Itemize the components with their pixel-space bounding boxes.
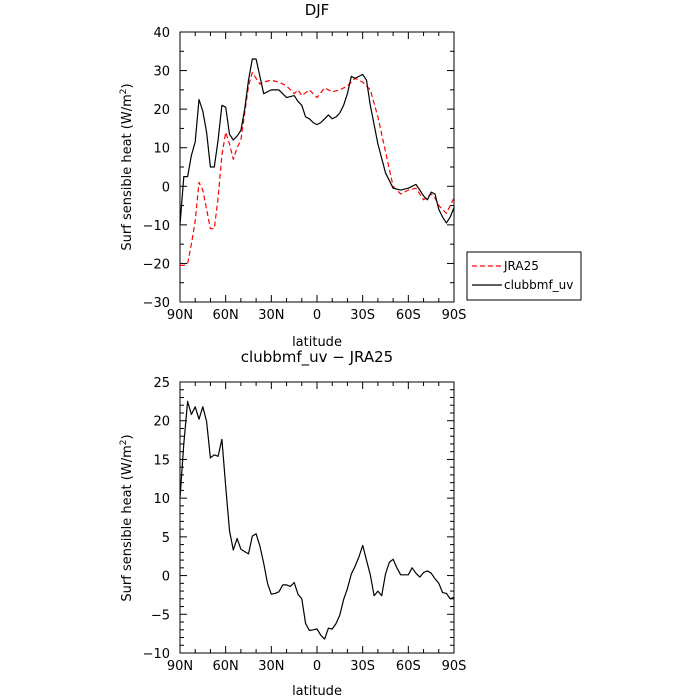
x-tick-label: 60N xyxy=(213,308,239,323)
x-tick-label: 60S xyxy=(396,308,421,323)
y-tick-label: 0 xyxy=(162,180,170,195)
legend-label-jra25: JRA25 xyxy=(503,259,539,273)
chart-difference-x-axis-title: latitude xyxy=(292,684,342,699)
series-line-clubbmf-uv-jra25 xyxy=(179,400,455,640)
chart-djf-x-axis-title: latitude xyxy=(292,335,342,350)
y-tick-label: 15 xyxy=(153,453,170,468)
x-tick-label: 90S xyxy=(442,659,467,674)
chart-djf-legend: JRA25 clubbmf_uv xyxy=(466,251,582,301)
plot-frame xyxy=(179,381,455,654)
y-tick-label: 0 xyxy=(162,570,170,585)
y-tick-label: 40 xyxy=(153,26,170,41)
y-tick-label: −10 xyxy=(143,219,170,234)
y-tick-label: 20 xyxy=(153,103,170,118)
legend-label-clubbmf-uv: clubbmf_uv xyxy=(504,278,573,292)
x-tick-label: 60S xyxy=(396,659,421,674)
chart-djf: DJF 90N 60N 30N 0 30S 60S 90S −30 −20 −10 0 10 20 30 4… xyxy=(119,1,582,350)
chart-djf-title: DJF xyxy=(305,1,330,19)
y-tick-label: 25 xyxy=(153,376,170,391)
x-tick-label: 30S xyxy=(350,308,375,323)
x-tick-label: 0 xyxy=(313,308,321,323)
y-tick-label: −20 xyxy=(143,257,170,272)
chart-difference: clubbmf_uv − JRA25 90N 60N 30N 0 30S 60S 90S −1… xyxy=(119,348,466,699)
y-tick-label: −10 xyxy=(143,647,170,662)
chart-djf-y-axis-title: Surf sensible heat (W/m2) xyxy=(119,83,135,250)
y-tick-label: 10 xyxy=(153,142,170,157)
series-line-jra25 xyxy=(180,71,455,266)
y-tick-label: −5 xyxy=(151,608,170,623)
x-tick-label: 90S xyxy=(442,308,467,323)
y-tick-label: 5 xyxy=(162,531,170,546)
x-tick-label: 30N xyxy=(258,659,284,674)
legend-box xyxy=(466,251,582,301)
chart-djf-plot-area: 90N 60N 30N 0 30S 60S 90S −30 −20 −10 0 10 20 30 40 xyxy=(143,26,467,323)
chart-difference-title: clubbmf_uv − JRA25 xyxy=(241,348,393,367)
chart-difference-y-axis-title: Surf sensible heat (W/m2) xyxy=(119,434,135,601)
x-tick-label: 90N xyxy=(167,659,193,674)
series-line-clubbmf-uv xyxy=(179,58,455,225)
x-tick-label: 90N xyxy=(167,308,193,323)
x-tick-label: 30S xyxy=(350,659,375,674)
x-tick-label: 60N xyxy=(213,659,239,674)
y-tick-label: −30 xyxy=(143,296,170,311)
y-tick-label: 20 xyxy=(153,415,170,430)
y-tick-label: 30 xyxy=(153,65,170,80)
y-tick-label: 10 xyxy=(153,492,170,507)
x-tick-label: 30N xyxy=(258,308,284,323)
chart-difference-plot-area: 90N 60N 30N 0 30S 60S 90S −10 −5 0 5 10 15 20 25 xyxy=(143,376,467,674)
x-tick-label: 0 xyxy=(313,659,321,674)
